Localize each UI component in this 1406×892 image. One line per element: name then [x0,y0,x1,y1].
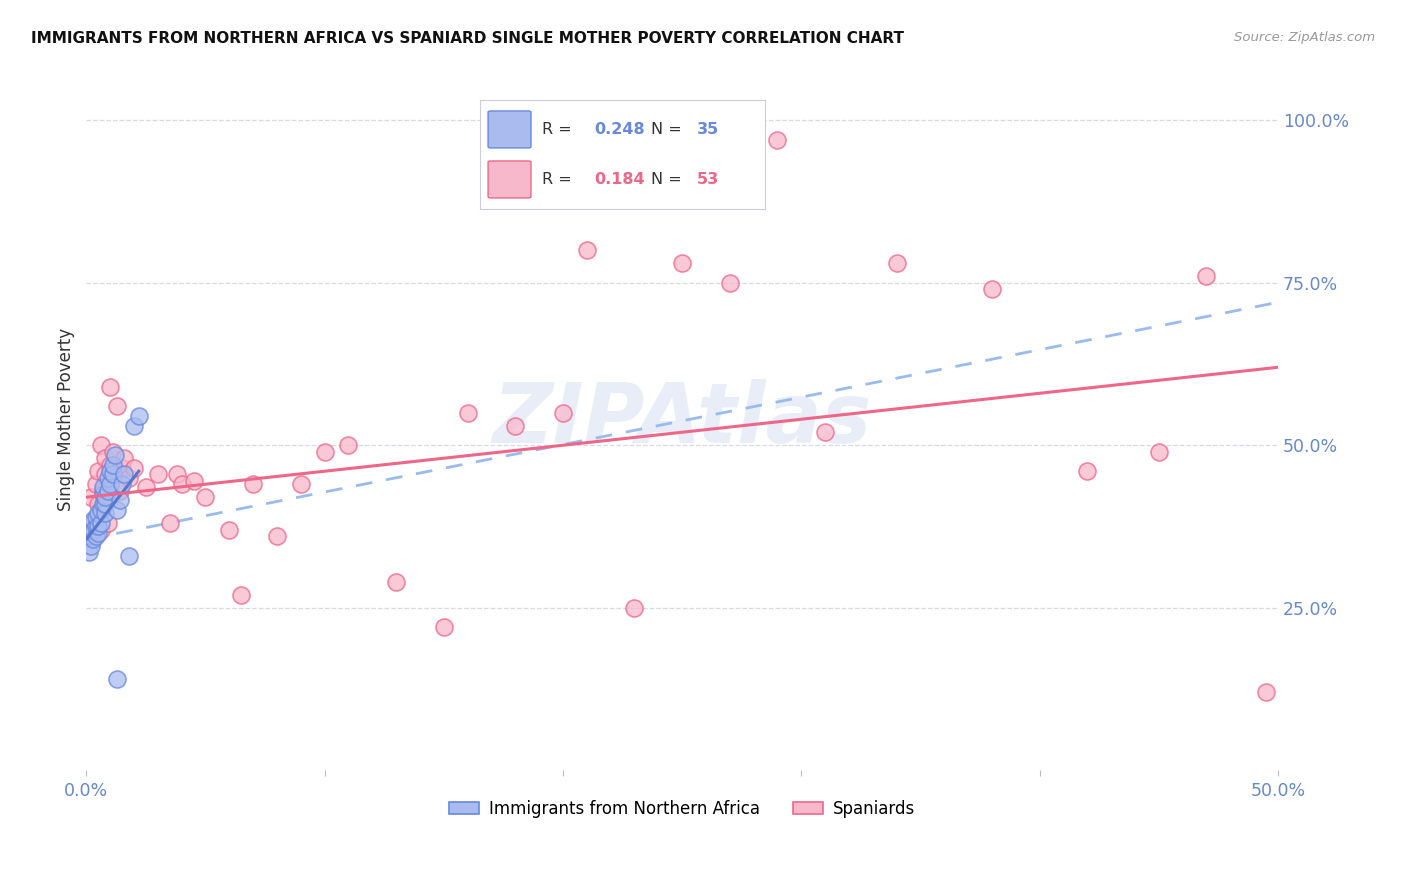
Point [82,533,104,547]
Point [122,461,145,475]
Point [122,418,145,433]
Point [314,444,336,458]
Point [84,509,107,524]
Point [87,519,110,533]
Point [457,406,479,420]
Point [104,448,127,462]
Point [108,483,131,498]
Y-axis label: Single Mother Poverty: Single Mother Poverty [58,327,75,511]
Point [814,425,837,440]
Point [98,458,121,472]
Point [82,523,104,537]
Point [135,480,157,494]
Point [1076,464,1098,478]
Point [112,467,135,482]
Point [90,503,112,517]
Point [266,529,288,543]
Point [97,483,120,498]
Point [90,516,112,531]
Point [94,467,117,482]
Point [90,438,112,452]
Legend: Immigrants from Northern Africa, Spaniards: Immigrants from Northern Africa, Spaniar… [441,794,922,825]
Point [105,399,128,413]
Point [183,474,205,488]
Point [87,464,110,478]
Point [118,549,141,563]
Point [166,467,188,482]
Point [94,490,117,504]
Point [337,438,360,452]
Point [80,529,103,543]
Point [87,507,110,521]
Point [84,519,107,533]
Point [97,471,120,485]
Point [108,493,131,508]
Point [105,503,128,517]
Point [718,276,741,290]
Point [623,600,645,615]
Point [84,477,107,491]
Point [433,620,456,634]
Point [97,516,120,531]
Point [159,516,181,531]
Point [146,467,169,482]
Point [218,523,240,537]
Point [98,464,121,478]
Point [77,545,100,559]
Point [671,256,693,270]
Point [77,529,100,543]
Point [87,525,110,540]
Text: ZIPAtlas: ZIPAtlas [492,379,872,459]
Point [91,487,114,501]
Point [231,588,253,602]
Point [170,477,193,491]
Point [503,418,526,433]
Point [94,451,117,466]
Point [105,672,128,686]
Point [111,461,134,475]
Point [91,483,114,498]
Point [118,471,141,485]
Point [80,539,103,553]
Point [101,444,124,458]
Point [91,480,114,494]
Point [551,406,574,420]
Point [87,497,110,511]
Point [90,523,112,537]
Point [101,467,124,482]
Point [194,490,217,504]
Point [1147,444,1170,458]
Point [575,244,598,258]
Point [94,507,117,521]
Point [128,409,150,423]
Point [101,458,124,472]
Text: IMMIGRANTS FROM NORTHERN AFRICA VS SPANIARD SINGLE MOTHER POVERTY CORRELATION CH: IMMIGRANTS FROM NORTHERN AFRICA VS SPANI… [31,31,904,46]
Point [80,490,103,504]
Point [112,451,135,466]
Point [886,256,908,270]
Point [98,380,121,394]
Point [766,133,789,147]
Point [82,516,104,531]
Point [1195,269,1218,284]
Text: Source: ZipAtlas.com: Source: ZipAtlas.com [1234,31,1375,45]
Point [980,282,1002,296]
Point [1254,685,1277,699]
Point [104,461,127,475]
Point [290,477,312,491]
Point [98,477,121,491]
Point [84,529,107,543]
Point [242,477,264,491]
Point [94,497,117,511]
Point [111,477,134,491]
Point [385,574,408,589]
Point [91,497,114,511]
Point [82,513,104,527]
